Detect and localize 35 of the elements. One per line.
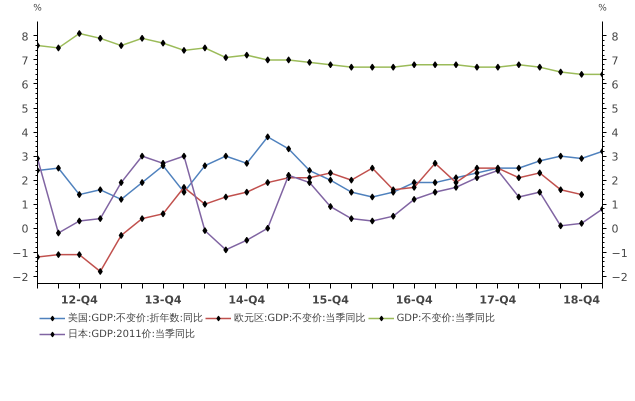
legend-label: 日本:GDP:2011价:当季同比 xyxy=(68,328,196,341)
y-tick-label: −2 xyxy=(12,270,29,284)
x-tick-label: 13-Q4 xyxy=(144,294,182,306)
y-tick-label: 5 xyxy=(22,102,28,116)
y-tick-label: 6 xyxy=(22,78,28,92)
y2-tick-label: 5 xyxy=(612,102,618,116)
y2-tick-label: −2 xyxy=(612,270,628,284)
y2-tick-label: 6 xyxy=(612,78,618,92)
y-tick-label: 1 xyxy=(22,198,28,212)
y2-tick-label: 3 xyxy=(612,150,618,164)
y2-tick-label: 7 xyxy=(612,54,618,68)
y2-tick-label: 4 xyxy=(612,126,618,140)
x-tick-label: 12-Q4 xyxy=(60,294,98,306)
x-tick-label: 18-Q4 xyxy=(563,294,600,306)
x-tick-label: 17-Q4 xyxy=(479,294,517,306)
y-tick-label: 4 xyxy=(22,126,28,140)
y2-axis-title: % xyxy=(598,4,608,14)
y-tick-label: 0 xyxy=(22,222,28,236)
y2-tick-label: 0 xyxy=(612,222,618,236)
y2-tick-label: 1 xyxy=(612,198,618,212)
y-tick-label: 2 xyxy=(22,174,28,188)
x-tick-label: 15-Q4 xyxy=(312,294,350,306)
legend-label: GDP:不变价:当季同比 xyxy=(396,312,495,325)
x-tick-label: 16-Q4 xyxy=(396,294,433,306)
y-tick-label: 7 xyxy=(22,54,28,68)
y2-tick-label: −1 xyxy=(612,246,628,260)
y2-tick-label: 8 xyxy=(612,30,618,44)
x-tick-label: 14-Q4 xyxy=(228,294,266,306)
y2-tick-label: 2 xyxy=(612,174,618,188)
legend-label: 欧元区:GDP:不变价:当季同比 xyxy=(234,312,366,325)
legend-label: 美国:GDP:不变价:折年数:同比 xyxy=(68,312,203,325)
y-tick-label: 8 xyxy=(22,30,28,44)
y-tick-label: −1 xyxy=(12,246,29,260)
y-axis-title: % xyxy=(33,4,42,14)
y-tick-label: 3 xyxy=(22,150,28,164)
